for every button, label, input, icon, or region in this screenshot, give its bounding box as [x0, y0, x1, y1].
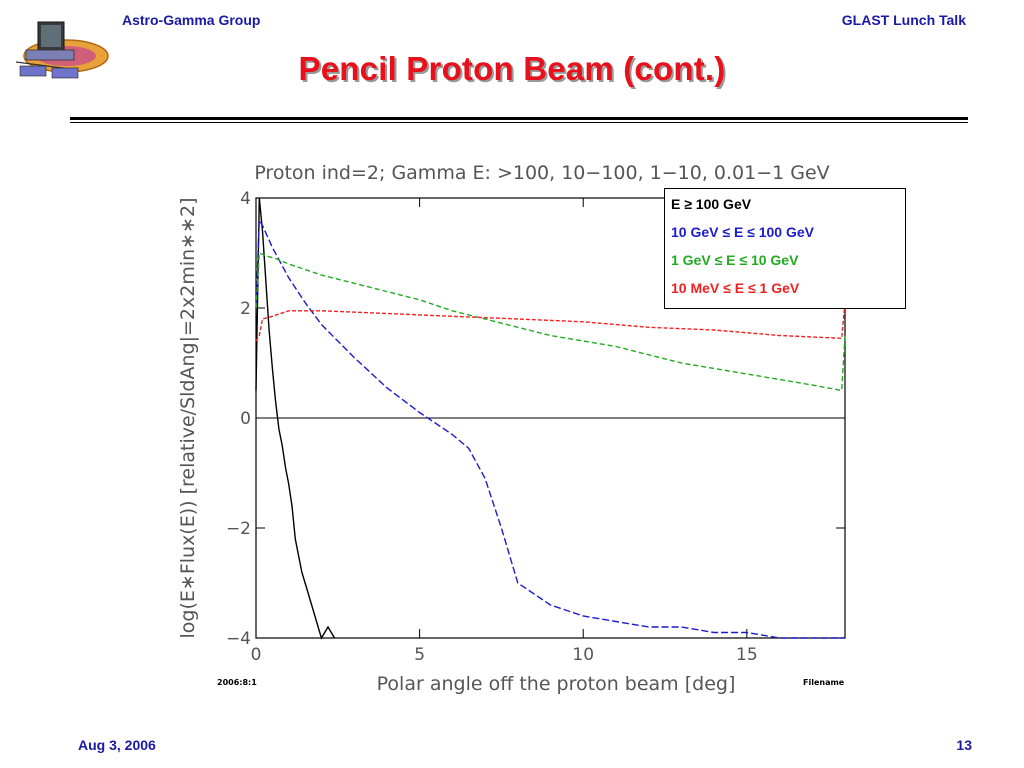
flux-vs-angle-chart: Proton ind=2; Gamma E: >100, 10−100, 1−1… [177, 162, 846, 695]
legend-item-1: E ≥ 100 GeV [671, 196, 752, 212]
x-axis-label: Polar angle off the proton beam [deg] [377, 673, 736, 695]
page-number: 13 [956, 737, 972, 753]
series-line-2 [255, 217, 845, 639]
date-stamp: 2006:8:1 [217, 678, 257, 687]
title-divider-thin [70, 122, 968, 123]
y-tick-label: 4 [240, 189, 251, 209]
legend-item-4: 10 MeV ≤ E ≤ 1 GeV [671, 280, 800, 296]
x-tick-label: 15 [736, 645, 758, 665]
x-tick-label: 10 [572, 645, 594, 665]
header-right-text: GLAST Lunch Talk [841, 12, 966, 28]
y-tick-label: 0 [240, 409, 251, 429]
legend-item-3: 1 GeV ≤ E ≤ 10 GeV [671, 252, 799, 268]
x-tick-label: 5 [414, 645, 425, 665]
slide-title: Pencil Proton Beam (cont.) [298, 50, 726, 87]
series-line-3 [255, 251, 846, 392]
filename-stamp: Filename [803, 678, 845, 687]
series-line-1 [255, 197, 336, 640]
legend-item-2: 10 GeV ≤ E ≤ 100 GeV [671, 224, 815, 240]
header-left-text: Astro-Gamma Group [122, 12, 261, 28]
glast-logo-icon [15, 21, 109, 79]
chart-title: Proton ind=2; Gamma E: >100, 10−100, 1−1… [254, 162, 829, 184]
y-axis-label: log(E∗Flux(E)) [relative/SldAng|=2x2min∗… [177, 198, 199, 639]
footer-date: Aug 3, 2006 [78, 737, 156, 753]
title-divider [70, 117, 968, 120]
y-tick-label: −2 [226, 519, 251, 539]
chart-legend: E ≥ 100 GeV 10 GeV ≤ E ≤ 100 GeV 1 GeV ≤ E… [664, 188, 906, 309]
y-tick-label: 2 [240, 299, 251, 319]
x-tick-label: 0 [251, 645, 262, 665]
series-line-4 [255, 302, 846, 342]
y-tick-label: −4 [226, 629, 251, 649]
